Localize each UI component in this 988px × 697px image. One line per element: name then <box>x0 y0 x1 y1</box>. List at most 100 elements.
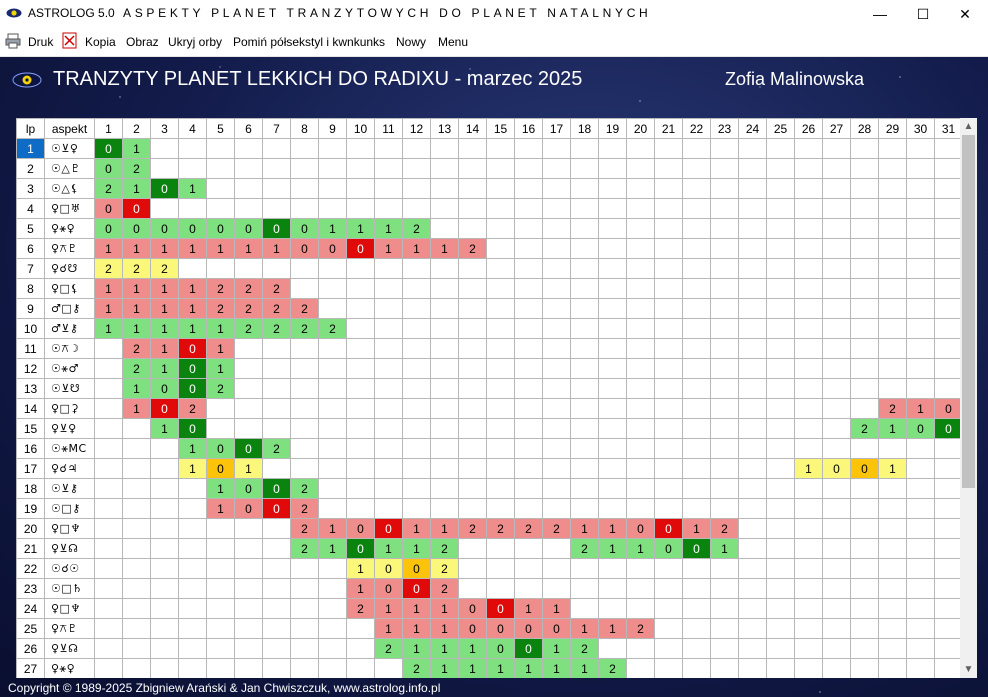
day-cell[interactable] <box>934 558 960 579</box>
orb-cell[interactable]: 0 <box>262 498 291 519</box>
day-cell[interactable] <box>374 398 403 419</box>
day-cell[interactable] <box>878 358 907 379</box>
orb-cell[interactable]: 0 <box>682 538 711 559</box>
day-cell[interactable] <box>206 558 235 579</box>
day-cell[interactable] <box>514 198 543 219</box>
day-cell[interactable] <box>738 398 767 419</box>
day-cell[interactable] <box>570 378 599 399</box>
header-aspekt[interactable]: aspekt <box>44 118 95 139</box>
day-cell[interactable] <box>514 358 543 379</box>
day-cell[interactable] <box>850 178 879 199</box>
day-cell[interactable] <box>178 138 207 159</box>
day-cell[interactable] <box>598 218 627 239</box>
day-cell[interactable] <box>598 178 627 199</box>
day-cell[interactable] <box>150 518 179 539</box>
day-cell[interactable] <box>906 658 935 678</box>
day-cell[interactable] <box>878 578 907 599</box>
orb-cell[interactable]: 1 <box>906 398 935 419</box>
day-cell[interactable] <box>738 338 767 359</box>
day-cell[interactable] <box>318 558 347 579</box>
orb-cell[interactable]: 1 <box>262 238 291 259</box>
day-cell[interactable] <box>178 538 207 559</box>
header-day[interactable]: 10 <box>346 118 375 139</box>
day-cell[interactable] <box>794 538 823 559</box>
orb-cell[interactable]: 2 <box>458 238 487 259</box>
day-cell[interactable] <box>906 578 935 599</box>
day-cell[interactable] <box>234 638 263 659</box>
day-cell[interactable] <box>318 438 347 459</box>
day-cell[interactable] <box>766 138 795 159</box>
day-cell[interactable] <box>486 178 515 199</box>
day-cell[interactable] <box>598 598 627 619</box>
day-cell[interactable] <box>766 378 795 399</box>
day-cell[interactable] <box>738 358 767 379</box>
day-cell[interactable] <box>206 178 235 199</box>
day-cell[interactable] <box>570 578 599 599</box>
day-cell[interactable] <box>486 498 515 519</box>
day-cell[interactable] <box>822 138 851 159</box>
orb-cell[interactable]: 1 <box>178 298 207 319</box>
day-cell[interactable] <box>458 298 487 319</box>
day-cell[interactable] <box>738 598 767 619</box>
day-cell[interactable] <box>626 318 655 339</box>
day-cell[interactable] <box>598 238 627 259</box>
day-cell[interactable] <box>626 258 655 279</box>
orb-cell[interactable]: 0 <box>934 418 960 439</box>
day-cell[interactable] <box>906 558 935 579</box>
orb-cell[interactable]: 1 <box>374 598 403 619</box>
orb-cell[interactable]: 2 <box>626 618 655 639</box>
header-day[interactable]: 24 <box>738 118 767 139</box>
day-cell[interactable] <box>850 638 879 659</box>
day-cell[interactable] <box>822 338 851 359</box>
day-cell[interactable] <box>682 558 711 579</box>
day-cell[interactable] <box>710 598 739 619</box>
day-cell[interactable] <box>682 258 711 279</box>
day-cell[interactable] <box>878 338 907 359</box>
day-cell[interactable] <box>514 498 543 519</box>
day-cell[interactable] <box>206 518 235 539</box>
day-cell[interactable] <box>934 438 960 459</box>
day-cell[interactable] <box>710 498 739 519</box>
day-cell[interactable] <box>682 658 711 678</box>
day-cell[interactable] <box>794 618 823 639</box>
printer-icon[interactable] <box>5 33 21 49</box>
orb-cell[interactable]: 0 <box>822 458 851 479</box>
orb-cell[interactable]: 1 <box>626 538 655 559</box>
day-cell[interactable] <box>682 218 711 239</box>
day-cell[interactable] <box>738 458 767 479</box>
day-cell[interactable] <box>262 518 291 539</box>
day-cell[interactable] <box>206 618 235 639</box>
orb-cell[interactable]: 1 <box>150 338 179 359</box>
day-cell[interactable] <box>710 658 739 678</box>
aspect-symbols[interactable]: ☉⚹♂ <box>44 358 95 379</box>
day-cell[interactable] <box>878 618 907 639</box>
day-cell[interactable] <box>458 398 487 419</box>
day-cell[interactable] <box>598 298 627 319</box>
day-cell[interactable] <box>682 598 711 619</box>
day-cell[interactable] <box>318 418 347 439</box>
day-cell[interactable] <box>318 638 347 659</box>
orb-cell[interactable]: 0 <box>206 218 235 239</box>
day-cell[interactable] <box>262 158 291 179</box>
day-cell[interactable] <box>766 358 795 379</box>
aspect-symbols[interactable]: ☉⚻☽ <box>44 338 95 359</box>
table-row[interactable]: 23 ☉□♄ 1 0 0 2 <box>16 578 960 599</box>
day-cell[interactable] <box>178 638 207 659</box>
day-cell[interactable] <box>766 638 795 659</box>
orb-cell[interactable]: 2 <box>514 518 543 539</box>
day-cell[interactable] <box>682 398 711 419</box>
aspect-symbols[interactable]: ☉□⚷ <box>44 498 95 519</box>
orb-cell[interactable]: 2 <box>206 278 235 299</box>
day-cell[interactable] <box>542 298 571 319</box>
day-cell[interactable] <box>626 158 655 179</box>
day-cell[interactable] <box>934 478 960 499</box>
day-cell[interactable] <box>934 538 960 559</box>
day-cell[interactable] <box>402 178 431 199</box>
header-day[interactable]: 12 <box>402 118 431 139</box>
day-cell[interactable] <box>458 258 487 279</box>
orb-cell[interactable]: 2 <box>710 518 739 539</box>
day-cell[interactable] <box>374 318 403 339</box>
day-cell[interactable] <box>654 238 683 259</box>
day-cell[interactable] <box>738 298 767 319</box>
day-cell[interactable] <box>906 638 935 659</box>
